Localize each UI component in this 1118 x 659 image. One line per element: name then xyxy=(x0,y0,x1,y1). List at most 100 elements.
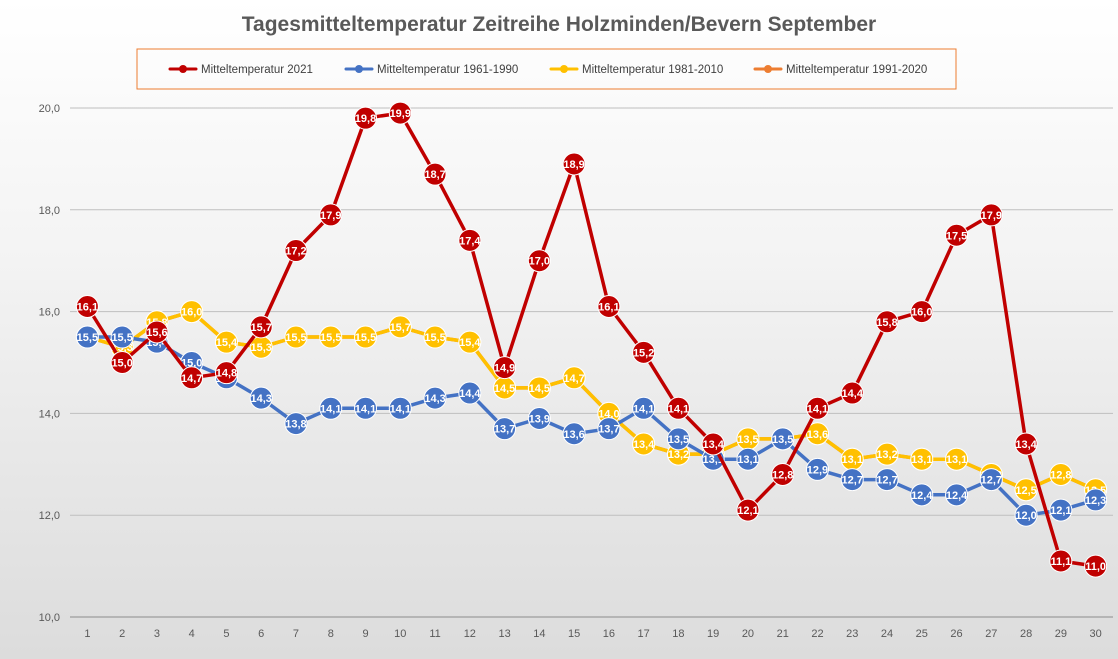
x-tick-label: 20 xyxy=(742,628,754,640)
data-label: 18,9 xyxy=(563,159,584,171)
data-label: 16,0 xyxy=(911,307,932,319)
data-label: 13,6 xyxy=(563,429,584,441)
data-point xyxy=(354,325,378,349)
data-point xyxy=(319,325,343,349)
data-label: 15,5 xyxy=(285,332,306,344)
data-label: 12,1 xyxy=(1050,505,1071,517)
legend-label: Mitteltemperatur 1981-2010 xyxy=(582,64,723,76)
data-label: 15,5 xyxy=(424,332,445,344)
x-tick-label: 29 xyxy=(1055,628,1067,640)
data-label: 12,7 xyxy=(981,475,1002,487)
data-label: 17,4 xyxy=(459,235,481,247)
data-label: 13,8 xyxy=(285,419,306,431)
x-tick-label: 27 xyxy=(985,628,997,640)
data-point xyxy=(979,203,1003,227)
x-tick-label: 4 xyxy=(189,628,195,640)
data-point xyxy=(910,300,934,324)
x-tick-label: 2 xyxy=(119,628,125,640)
data-point xyxy=(1084,554,1108,578)
x-tick-label: 7 xyxy=(293,628,299,640)
data-label: 15,5 xyxy=(77,332,98,344)
legend-label: Mitteltemperatur 1961-1990 xyxy=(377,64,518,76)
data-label: 12,0 xyxy=(1015,510,1036,522)
data-point xyxy=(284,412,308,436)
data-label: 12,8 xyxy=(1050,469,1071,481)
data-label: 14,4 xyxy=(459,388,481,400)
data-label: 17,5 xyxy=(946,230,967,242)
data-point xyxy=(736,447,760,471)
data-point xyxy=(214,361,238,385)
series-line xyxy=(85,111,1098,568)
x-tick-label: 10 xyxy=(394,628,406,640)
data-point xyxy=(284,239,308,263)
data-point xyxy=(597,417,621,441)
y-tick-label: 14,0 xyxy=(39,408,60,420)
legend-box xyxy=(136,48,957,90)
data-point xyxy=(388,101,412,125)
data-label: 19,9 xyxy=(390,108,411,120)
data-point xyxy=(562,152,586,176)
legend-label: Mitteltemperatur 1991-2020 xyxy=(786,64,927,76)
data-point xyxy=(632,340,656,364)
data-point xyxy=(632,396,656,420)
data-label: 14,1 xyxy=(633,403,654,415)
data-label: 15,4 xyxy=(216,337,238,349)
data-point xyxy=(562,422,586,446)
data-point xyxy=(319,396,343,420)
data-label: 16,1 xyxy=(598,302,619,314)
data-point xyxy=(771,462,795,486)
data-label: 15,7 xyxy=(251,322,272,334)
data-label: 13,4 xyxy=(633,439,655,451)
legend-label: Mitteltemperatur 2021 xyxy=(201,64,313,76)
data-label: 12,7 xyxy=(876,475,897,487)
data-label: 14,8 xyxy=(216,368,237,380)
data-label: 14,3 xyxy=(424,393,445,405)
data-label: 13,1 xyxy=(737,454,758,466)
data-point xyxy=(771,427,795,451)
x-tick-label: 22 xyxy=(811,628,823,640)
data-point xyxy=(875,310,899,334)
data-point xyxy=(180,366,204,390)
data-label: 12,7 xyxy=(842,475,863,487)
data-point xyxy=(458,381,482,405)
data-point xyxy=(319,203,343,227)
data-point xyxy=(701,432,725,456)
data-label: 13,4 xyxy=(1015,439,1037,451)
legend-marker xyxy=(355,65,363,73)
data-label: 15,0 xyxy=(181,358,202,370)
x-tick-label: 1 xyxy=(84,628,90,640)
data-point xyxy=(180,300,204,324)
data-label: 12,5 xyxy=(1015,485,1036,497)
data-label: 12,3 xyxy=(1085,495,1106,507)
data-label: 13,6 xyxy=(807,429,828,441)
data-label: 17,2 xyxy=(285,246,306,258)
data-point xyxy=(493,356,517,380)
data-point xyxy=(979,468,1003,492)
data-point xyxy=(1014,478,1038,502)
data-label: 17,9 xyxy=(320,210,341,222)
data-label: 11,0 xyxy=(1085,561,1106,573)
data-point xyxy=(110,325,134,349)
data-label: 15,3 xyxy=(251,342,272,354)
data-point xyxy=(945,483,969,507)
x-tick-label: 16 xyxy=(603,628,615,640)
data-label: 15,0 xyxy=(111,358,132,370)
data-point xyxy=(75,325,99,349)
data-point xyxy=(1049,549,1073,573)
data-label: 11,1 xyxy=(1050,556,1071,568)
data-label: 14,9 xyxy=(494,363,515,375)
data-label: 13,9 xyxy=(529,413,550,425)
x-tick-label: 9 xyxy=(362,628,368,640)
legend-marker xyxy=(179,65,187,73)
data-label: 15,7 xyxy=(390,322,411,334)
x-tick-label: 17 xyxy=(638,628,650,640)
y-tick-label: 16,0 xyxy=(39,307,60,319)
data-label: 16,1 xyxy=(77,302,98,314)
data-label: 15,5 xyxy=(355,332,376,344)
data-label: 12,9 xyxy=(807,464,828,476)
data-point xyxy=(423,386,447,410)
data-point xyxy=(1084,488,1108,512)
data-point xyxy=(1014,503,1038,527)
x-tick-label: 26 xyxy=(950,628,962,640)
